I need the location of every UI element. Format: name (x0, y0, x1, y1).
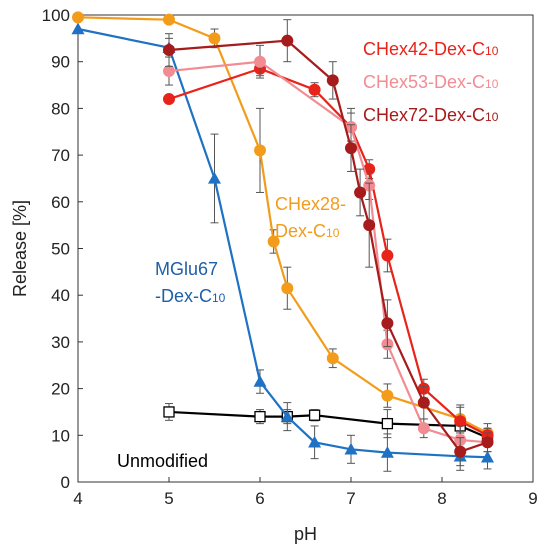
data-point (481, 436, 494, 449)
annotation-text: Unmodified (117, 451, 208, 471)
data-point (208, 171, 221, 184)
series-chex72-dex-c10 (163, 19, 494, 467)
annotation-text: CHex42-Dex-C (363, 39, 485, 59)
data-point (363, 219, 376, 232)
data-point (308, 83, 321, 96)
annotation-text: CHex53-Dex-C (363, 72, 485, 92)
data-point (381, 317, 394, 330)
data-point (163, 13, 175, 26)
data-point (454, 415, 467, 428)
data-point (254, 144, 266, 157)
y-tick-label: 60 (51, 193, 70, 212)
annotation-chex28b: Dex-C10 (275, 221, 340, 241)
series-unmodified (163, 403, 494, 446)
annotation-subscript: 10 (212, 291, 226, 305)
data-point (72, 11, 84, 24)
data-point (163, 65, 175, 78)
annotation-subscript: 10 (485, 44, 499, 58)
annotation-text: CHex72-Dex-C (363, 105, 485, 125)
y-tick-label: 30 (51, 333, 70, 352)
data-point (253, 375, 267, 387)
y-tick-label: 80 (51, 99, 70, 118)
annotation-mglu_a: MGlu67 (155, 259, 218, 279)
data-point (281, 34, 294, 47)
y-tick-label: 70 (51, 146, 70, 165)
series-line (168, 60, 488, 444)
x-tick-label: 9 (528, 489, 537, 508)
y-tick-label: 10 (51, 426, 70, 445)
annotation-text: MGlu67 (155, 259, 218, 279)
annotation-subscript: 10 (485, 77, 499, 91)
data-point (345, 142, 357, 155)
y-tick-label: 50 (51, 240, 70, 259)
data-point (208, 32, 221, 45)
annotation-subscript: 10 (485, 110, 499, 124)
annotation-chex72: CHex72-Dex-C10 (363, 105, 499, 125)
data-point (163, 93, 175, 106)
series-line (168, 39, 488, 453)
data-point (417, 396, 430, 409)
annotation-chex42: CHex42-Dex-C10 (363, 39, 499, 59)
data-point (267, 235, 280, 248)
x-tick-label: 5 (164, 489, 173, 508)
annotation-unmod: Unmodified (117, 451, 208, 471)
x-tick-label: 8 (437, 489, 446, 508)
y-tick-label: 90 (51, 53, 70, 72)
annotation-text: CHex28- (275, 194, 346, 214)
x-tick-label: 4 (73, 489, 82, 508)
y-tick-label: 100 (42, 6, 70, 25)
data-point (163, 44, 175, 57)
data-point (380, 446, 394, 458)
data-point (281, 282, 294, 295)
data-point (381, 249, 394, 262)
annotation-layer: CHex42-Dex-C10CHex53-Dex-C10CHex72-Dex-C… (117, 39, 499, 471)
data-point (481, 450, 494, 463)
series-line (77, 27, 488, 459)
data-point (381, 417, 394, 430)
annotation-text: Dex-C (275, 221, 326, 241)
data-point (354, 186, 367, 199)
data-point (280, 410, 294, 422)
data-point (326, 352, 339, 365)
data-point (308, 435, 322, 448)
data-point (163, 406, 175, 418)
data-point (454, 445, 467, 458)
data-point (381, 389, 394, 402)
y-tick-label: 20 (51, 380, 70, 399)
data-point (344, 442, 358, 455)
y-axis-title: Release [%] (10, 200, 30, 297)
y-tick-label: 0 (61, 473, 70, 492)
annotation-subscript: 10 (326, 226, 340, 240)
series-layer (71, 11, 494, 472)
annotation-chex53: CHex53-Dex-C10 (363, 72, 499, 92)
data-point (326, 74, 339, 87)
annotation-text: -Dex-C (155, 286, 212, 306)
annotation-mglu_b: -Dex-C10 (155, 286, 226, 306)
x-tick-label: 6 (255, 489, 264, 508)
data-point (254, 410, 266, 423)
data-point (71, 22, 85, 35)
data-point (254, 55, 266, 68)
data-point (308, 409, 321, 421)
annotation-chex28a: CHex28- (275, 194, 346, 214)
data-point (417, 422, 430, 435)
x-tick-label: 7 (346, 489, 355, 508)
x-axis-title: pH (294, 524, 317, 544)
y-tick-label: 40 (51, 286, 70, 305)
